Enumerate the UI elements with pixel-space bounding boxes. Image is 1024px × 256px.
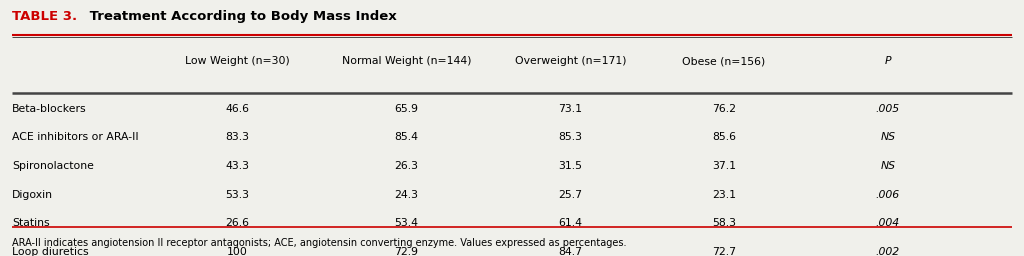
Text: 73.1: 73.1 [558,104,583,114]
Text: 58.3: 58.3 [712,218,736,228]
Text: 85.4: 85.4 [394,132,419,142]
Text: 76.2: 76.2 [712,104,736,114]
Text: P: P [885,56,891,66]
Text: 84.7: 84.7 [558,247,583,256]
Text: 61.4: 61.4 [558,218,583,228]
Text: Loop diuretics: Loop diuretics [12,247,89,256]
Text: Digoxin: Digoxin [12,190,53,200]
Text: 25.7: 25.7 [558,190,583,200]
Text: 65.9: 65.9 [394,104,419,114]
Text: 83.3: 83.3 [225,132,250,142]
Text: ARA-II indicates angiotension II receptor antagonists; ACE, angiotensin converti: ARA-II indicates angiotension II recepto… [12,238,627,248]
Text: 24.3: 24.3 [394,190,419,200]
Text: Treatment According to Body Mass Index: Treatment According to Body Mass Index [85,10,396,23]
Text: Spironolactone: Spironolactone [12,161,94,171]
Text: 46.6: 46.6 [225,104,250,114]
Text: 43.3: 43.3 [225,161,250,171]
Text: Overweight (n=171): Overweight (n=171) [515,56,626,66]
Text: 85.6: 85.6 [712,132,736,142]
Text: 100: 100 [227,247,248,256]
Text: Statins: Statins [12,218,50,228]
Text: 26.3: 26.3 [394,161,419,171]
Text: 72.7: 72.7 [712,247,736,256]
Text: 53.4: 53.4 [394,218,419,228]
Text: 31.5: 31.5 [558,161,583,171]
Text: Obese (n=156): Obese (n=156) [682,56,766,66]
Text: NS: NS [881,161,895,171]
Text: 23.1: 23.1 [712,190,736,200]
Text: NS: NS [881,132,895,142]
Text: 37.1: 37.1 [712,161,736,171]
Text: 72.9: 72.9 [394,247,419,256]
Text: .006: .006 [876,190,900,200]
Text: TABLE 3.: TABLE 3. [12,10,78,23]
Text: 26.6: 26.6 [225,218,250,228]
Text: Beta-blockers: Beta-blockers [12,104,87,114]
Text: .005: .005 [876,104,900,114]
Text: Normal Weight (n=144): Normal Weight (n=144) [342,56,471,66]
Text: 53.3: 53.3 [225,190,250,200]
Text: 85.3: 85.3 [558,132,583,142]
Text: ACE inhibitors or ARA-II: ACE inhibitors or ARA-II [12,132,139,142]
Text: .004: .004 [876,218,900,228]
Text: Low Weight (n=30): Low Weight (n=30) [185,56,290,66]
Text: .002: .002 [876,247,900,256]
